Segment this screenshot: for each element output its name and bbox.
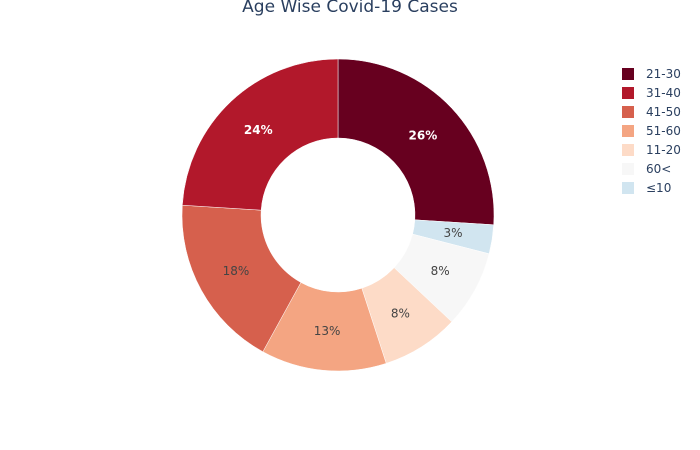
legend-label-60<: 60<: [646, 162, 671, 176]
legend-swatch-41-50: [622, 106, 634, 118]
legend-label-≤10: ≤10: [646, 181, 671, 195]
legend-label-31-40: 31-40: [646, 86, 681, 100]
legend-label-11-20: 11-20: [646, 143, 681, 157]
legend-label-21-30: 21-30: [646, 67, 681, 81]
chart-title: Age Wise Covid-19 Cases: [242, 0, 458, 17]
legend-item-21-30[interactable]: 21-30: [622, 67, 681, 81]
legend-swatch-21-30: [622, 68, 634, 80]
legend-swatch-≤10: [622, 182, 634, 194]
legend-item-41-50[interactable]: 41-50: [622, 105, 681, 119]
legend-item-51-60[interactable]: 51-60: [622, 124, 681, 138]
slice-labels-group: 26% 3% 8% 8% 13% 18% 24%: [223, 123, 463, 338]
legend: 21-30 31-40 41-50 51-60 11-20 60< ≤10: [622, 67, 681, 195]
legend-label-51-60: 51-60: [646, 124, 681, 138]
legend-swatch-60<: [622, 163, 634, 175]
legend-swatch-51-60: [622, 125, 634, 137]
legend-swatch-11-20: [622, 144, 634, 156]
slice-label-51-60: 13%: [314, 324, 341, 338]
slice-label-41-50: 18%: [223, 264, 250, 278]
legend-swatch-31-40: [622, 87, 634, 99]
slice-31-40[interactable]: [182, 58, 339, 211]
legend-item-≤10[interactable]: ≤10: [622, 181, 671, 195]
slice-label-≤10: 3%: [444, 226, 463, 240]
slice-label-60<: 8%: [431, 264, 450, 278]
slice-41-50[interactable]: [181, 204, 302, 353]
legend-label-41-50: 41-50: [646, 105, 681, 119]
slices-group: [181, 58, 495, 372]
legend-item-11-20[interactable]: 11-20: [622, 143, 681, 157]
legend-item-31-40[interactable]: 31-40: [622, 86, 681, 100]
slice-label-31-40: 24%: [244, 123, 273, 137]
slice-label-21-30: 26%: [409, 128, 438, 142]
slice-21-30[interactable]: [337, 58, 495, 226]
legend-item-60<[interactable]: 60<: [622, 162, 671, 176]
slice-label-11-20: 8%: [391, 306, 410, 320]
